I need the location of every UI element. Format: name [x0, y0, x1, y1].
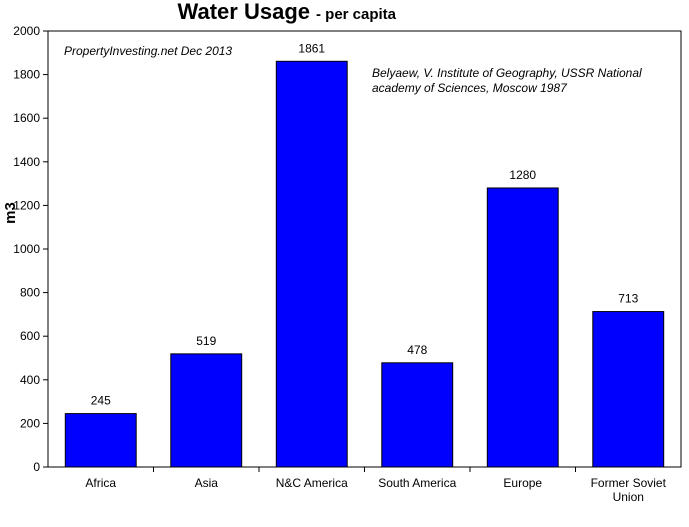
y-tick-label: 400	[20, 373, 40, 387]
bar-data-label: 519	[196, 334, 216, 348]
chart-subtitle: - per capita	[316, 6, 397, 23]
source-annotation-right-line1: Belyaew, V. Institute of Geography, USSR…	[372, 66, 642, 80]
bar	[592, 311, 665, 468]
source-annotation-right-line2: academy of Sciences, Moscow 1987	[372, 81, 568, 95]
x-tick-label: Africa	[85, 476, 116, 490]
y-tick-label: 1400	[13, 155, 40, 169]
bar-data-label: 245	[91, 394, 111, 408]
source-annotation-left: PropertyInvesting.net Dec 2013	[64, 44, 232, 58]
bar	[381, 362, 454, 468]
chart-title: Water Usage	[178, 0, 310, 24]
y-tick-label: 200	[20, 416, 40, 430]
bar	[170, 353, 243, 468]
data-labels-group: 245 519 1861 478 1280 713	[91, 41, 639, 407]
y-tick-label: 600	[20, 329, 40, 343]
x-tick-label: N&C America	[276, 476, 348, 490]
bar	[275, 60, 348, 468]
bar	[64, 413, 137, 468]
x-axis: Africa Asia N&C America South America Europe…	[85, 467, 667, 504]
y-axis: 0 200 400 600 800 1000 1200 1400 1600 1800 2000	[13, 24, 48, 474]
x-tick-label: Europe	[503, 476, 542, 490]
bar	[486, 187, 559, 468]
x-tick-label: South America	[378, 476, 456, 490]
y-tick-label: 1200	[13, 198, 40, 212]
y-tick-label: 1800	[13, 68, 40, 82]
bar-data-label: 1280	[509, 168, 536, 182]
bar-data-label: 713	[618, 292, 638, 306]
y-axis-label: m3	[2, 202, 19, 224]
y-tick-label: 2000	[13, 24, 40, 38]
y-tick-label: 1600	[13, 111, 40, 125]
plot-area	[47, 30, 682, 468]
x-tick-label: Asia	[195, 476, 219, 490]
bar-data-label: 1861	[298, 41, 325, 55]
y-tick-label: 1000	[13, 242, 40, 256]
x-tick-label: Former Soviet Union	[591, 476, 667, 504]
bar-data-label: 478	[407, 343, 427, 357]
y-tick-label: 0	[33, 460, 40, 474]
y-tick-label: 800	[20, 286, 40, 300]
bars-group	[64, 60, 665, 468]
